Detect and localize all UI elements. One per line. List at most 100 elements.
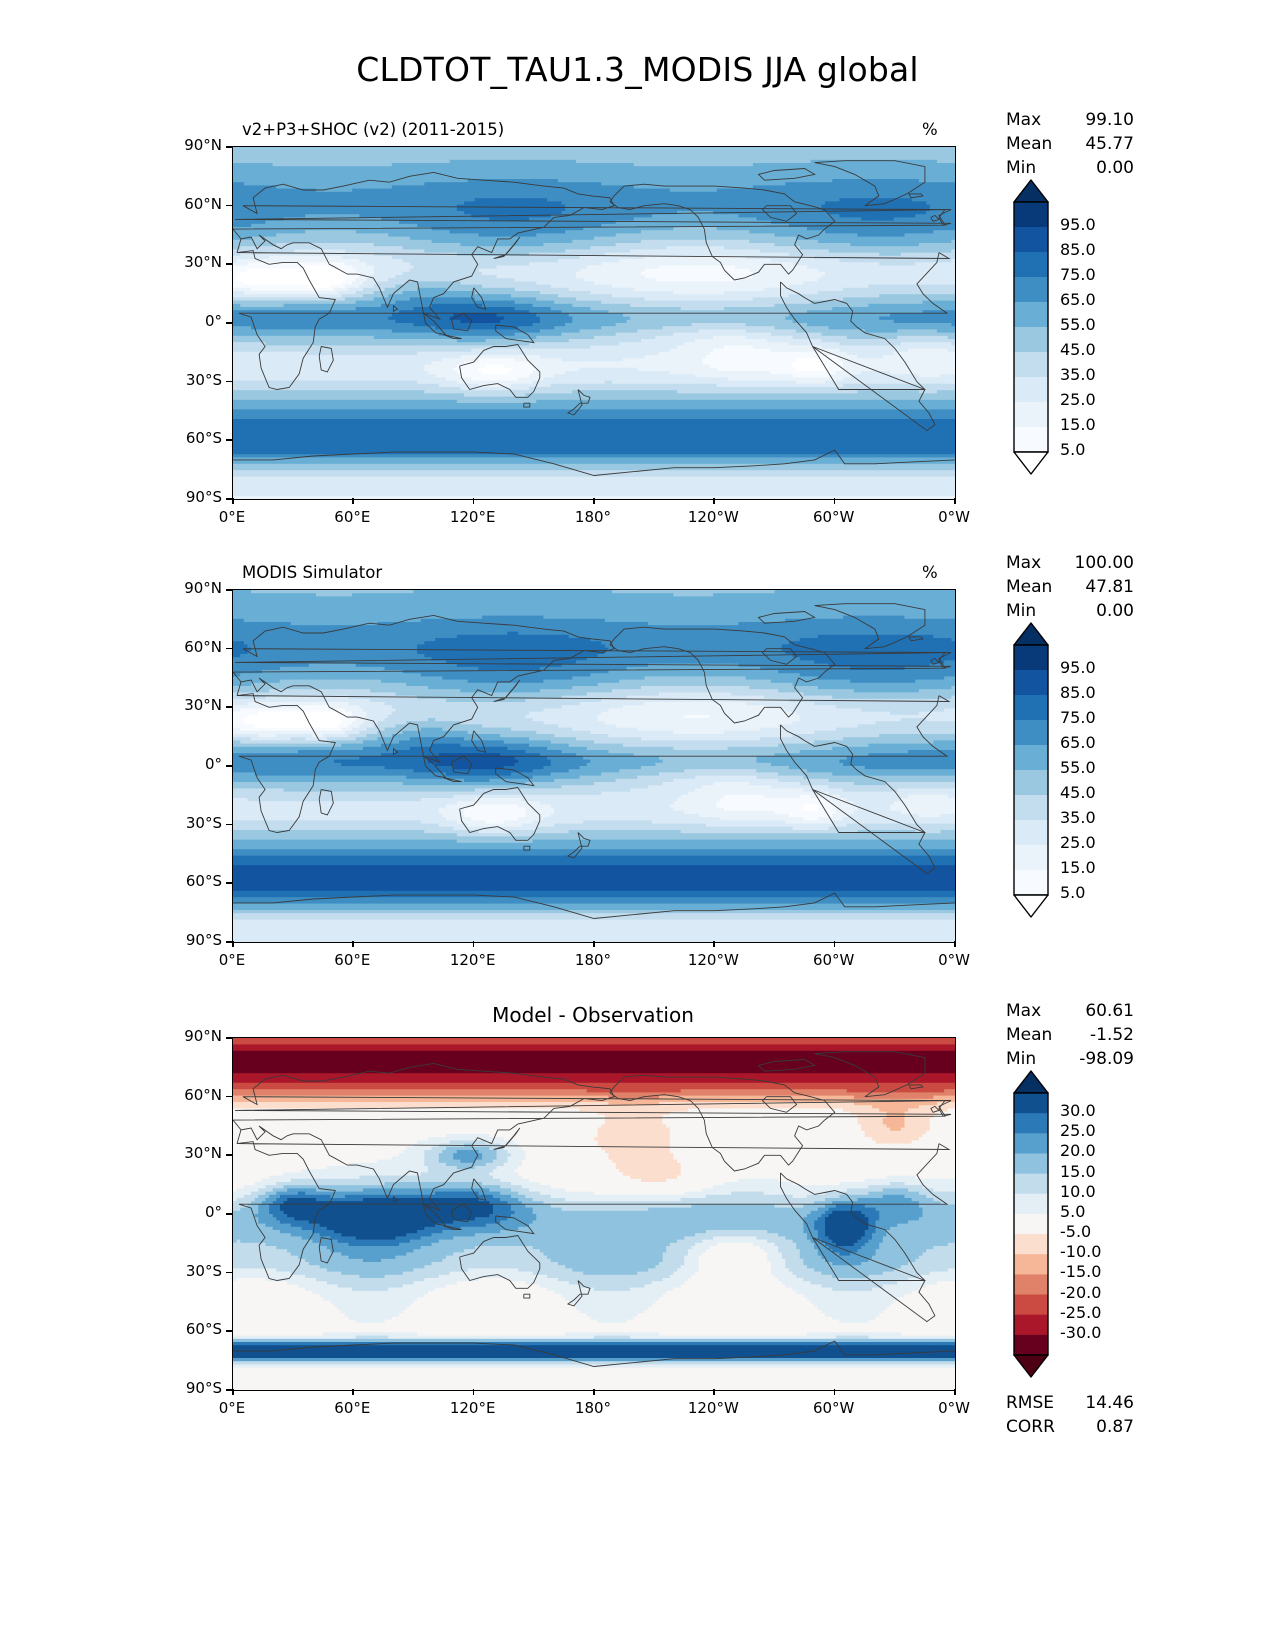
ytick-label: 60°S: [185, 429, 222, 448]
ytick-mark: [226, 1095, 232, 1098]
colorbar-tick-label: 55.0: [1060, 758, 1096, 777]
colorbar-tick-label: 15.0: [1060, 858, 1096, 877]
ytick-mark: [226, 882, 232, 884]
xtick-label: 120°W: [687, 951, 739, 969]
ytick-label: 0°: [204, 312, 222, 330]
xtick-mark: [232, 941, 234, 947]
ytick-mark: [226, 823, 232, 826]
colorbar-tick-label: 5.0: [1060, 883, 1086, 902]
xtick-label: 180°: [574, 951, 612, 969]
xtick-label: 120°E: [449, 508, 496, 526]
stat-label: Max: [1006, 110, 1042, 130]
xtick-label: 0°W: [938, 951, 970, 969]
colorbar-tick-label: 5.0: [1060, 440, 1086, 459]
stat-value: -1.52: [1090, 1025, 1134, 1045]
ytick-label: 30°N: [184, 1144, 222, 1163]
ytick-label: 30°S: [185, 813, 222, 832]
colorbar-tick-label: 30.0: [1060, 1101, 1096, 1121]
ytick-label: 90°S: [185, 931, 222, 949]
xtick-label: 180°: [574, 1399, 612, 1417]
ytick-label: 90°N: [184, 1027, 222, 1045]
colorbar-tick-label: 35.0: [1060, 808, 1096, 827]
stat-row: Mean 45.77: [1006, 132, 1134, 156]
panel-difference-title: Model - Observation: [492, 1003, 694, 1027]
ytick-mark: [226, 204, 232, 207]
score-row: RMSE 14.46: [1006, 1391, 1134, 1415]
panel-observation-title: MODIS Simulator: [242, 563, 383, 582]
colorbar-tick-label: 95.0: [1060, 215, 1096, 234]
colorbar-tick-label: 15.0: [1060, 1161, 1096, 1181]
ytick-label: 90°S: [185, 488, 222, 506]
ytick-label: 0°: [204, 755, 222, 773]
xtick-mark: [472, 941, 475, 947]
stat-value: 60.61: [1085, 1001, 1134, 1021]
score-value: 0.87: [1096, 1417, 1134, 1437]
ytick-mark: [226, 1330, 232, 1332]
xtick-mark: [954, 498, 956, 504]
ytick-label: 30°N: [184, 696, 222, 715]
stat-row: Min 0.00: [1006, 599, 1134, 623]
ytick-label: 90°S: [185, 1379, 222, 1397]
xtick-mark: [954, 941, 956, 947]
ytick-mark: [226, 1037, 232, 1039]
ytick-mark: [226, 589, 232, 591]
xtick-mark: [713, 1389, 715, 1395]
xtick-label: 120°E: [449, 1399, 496, 1417]
xtick-mark: [352, 498, 354, 504]
xtick-mark: [713, 941, 715, 947]
ytick-mark: [226, 263, 232, 265]
xtick-mark: [833, 1389, 836, 1395]
panel-model-title: v2+P3+SHOC (v2) (2011-2015): [242, 120, 505, 139]
ytick-mark: [226, 380, 232, 383]
colorbar-difference-labels: 30.0 25.0 20.0 15.0 10.0 5.0 -5.0 -10.0 -15.0 -20…: [1060, 1091, 1140, 1353]
map-panel-model: [232, 146, 956, 500]
ytick-label: 60°N: [184, 637, 222, 656]
xtick-label: 60°W: [812, 951, 855, 969]
xtick-label: 180°: [574, 508, 612, 526]
ytick-label: 30°N: [184, 253, 222, 272]
colorbar-tick-label: 5.0: [1060, 1201, 1086, 1221]
xtick-label: 120°W: [687, 508, 739, 526]
ytick-mark: [226, 1213, 232, 1215]
stat-label: Min: [1006, 601, 1037, 621]
stat-label: Max: [1006, 1001, 1042, 1021]
xtick-mark: [352, 1389, 354, 1395]
colorbar-tick-label: 25.0: [1060, 833, 1096, 852]
panel-model-stats: Max 99.10 Mean 45.77 Min 0.00: [1006, 108, 1134, 180]
xtick-mark: [833, 498, 836, 504]
ytick-mark: [226, 647, 232, 650]
panel-difference-scores: RMSE 14.46 CORR 0.87: [1006, 1391, 1134, 1439]
colorbar-tick-label: -15.0: [1060, 1262, 1102, 1282]
stat-label: Max: [1006, 553, 1042, 573]
colorbar-tick-label: -10.0: [1060, 1242, 1102, 1262]
xtick-mark: [472, 498, 475, 504]
colorbar-tick-label: 85.0: [1060, 240, 1096, 259]
colorbar-tick-label: 95.0: [1060, 658, 1096, 677]
colorbar-tick-label: -5.0: [1060, 1222, 1092, 1242]
stat-label: Mean: [1006, 577, 1053, 597]
score-row: CORR 0.87: [1006, 1415, 1134, 1439]
panel-model-unit: %: [922, 120, 938, 139]
ytick-label: 60°S: [185, 872, 222, 891]
panel-observation-unit: %: [922, 563, 938, 582]
xtick-label: 120°W: [687, 1399, 739, 1417]
xtick-mark: [232, 498, 234, 504]
colorbar-tick-label: 10.0: [1060, 1181, 1096, 1201]
xtick-mark: [593, 498, 595, 504]
xtick-label: 0°E: [218, 1399, 246, 1417]
ytick-label: 30°S: [185, 1261, 222, 1280]
ytick-mark: [226, 706, 232, 708]
colorbar-tick-label: 25.0: [1060, 1121, 1096, 1141]
map-panel-observation: [232, 589, 956, 943]
colorbar-tick-label: 65.0: [1060, 290, 1096, 309]
colorbar-model-labels: 95.0 85.0 75.0 65.0 55.0 45.0 35.0 25.0 15.0 5.0: [1060, 200, 1140, 459]
ytick-label: 60°N: [184, 1085, 222, 1104]
xtick-label: 0°E: [218, 508, 246, 526]
map-panel-difference: [232, 1037, 956, 1391]
ytick-mark: [226, 439, 232, 441]
colorbar-model: [1012, 178, 1050, 480]
stat-value: 45.77: [1085, 134, 1134, 154]
colorbar-tick-label: 75.0: [1060, 708, 1096, 727]
stat-value: 0.00: [1096, 158, 1134, 178]
